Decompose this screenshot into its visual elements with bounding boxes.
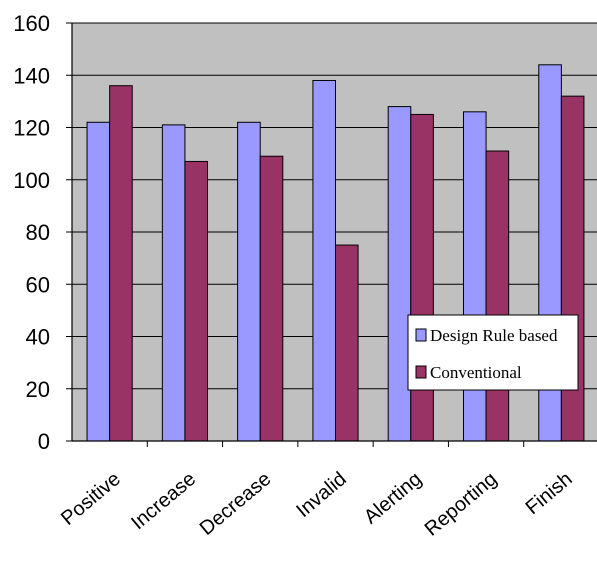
bar-conventional-increase: [184, 160, 209, 442]
legend-box: [407, 314, 579, 391]
bar-design-rule-decrease: [237, 121, 261, 442]
x-category-label: Increase: [127, 468, 200, 534]
x-category-label: Decrease: [196, 468, 276, 540]
bar-design-rule-increase: [161, 124, 186, 442]
y-tick-label: 80: [26, 220, 50, 245]
y-tick-label: 140: [13, 63, 50, 88]
bar-conventional-decrease: [259, 155, 284, 442]
legend-label-design-rule: Design Rule based: [430, 326, 558, 345]
y-tick-label: 0: [38, 429, 50, 454]
bar-conventional-alerting: [410, 113, 434, 442]
x-category-label: Reporting: [421, 468, 502, 541]
x-category-label: Finish: [522, 468, 577, 519]
bar-design-rule-positive: [86, 121, 111, 442]
bar-conventional-invalid: [335, 244, 359, 442]
y-tick-label: 40: [26, 325, 50, 350]
x-category-label: Positive: [57, 468, 125, 530]
y-tick-label: 100: [13, 168, 50, 193]
x-category-label: Alerting: [360, 468, 426, 528]
x-category-label: Invalid: [292, 468, 350, 522]
bar-design-rule-reporting: [462, 111, 487, 442]
bar-design-rule-alerting: [387, 106, 412, 442]
legend-swatch-design-rule: [415, 328, 427, 342]
y-tick-label: 120: [13, 116, 50, 141]
y-tick-label: 20: [26, 377, 50, 402]
y-tick-label: 160: [13, 11, 50, 36]
legend: Design Rule based Conventional: [407, 314, 579, 391]
legend-label-conventional: Conventional: [430, 363, 522, 382]
legend-swatch-conventional: [415, 365, 427, 379]
y-tick-label: 60: [26, 272, 50, 297]
y-axis-ticks: 0 20 40 60 80 100 120 140 160: [13, 11, 72, 454]
bar-conventional-positive: [109, 85, 133, 442]
bar-design-rule-invalid: [312, 79, 336, 442]
bar-conventional-reporting: [485, 150, 510, 442]
